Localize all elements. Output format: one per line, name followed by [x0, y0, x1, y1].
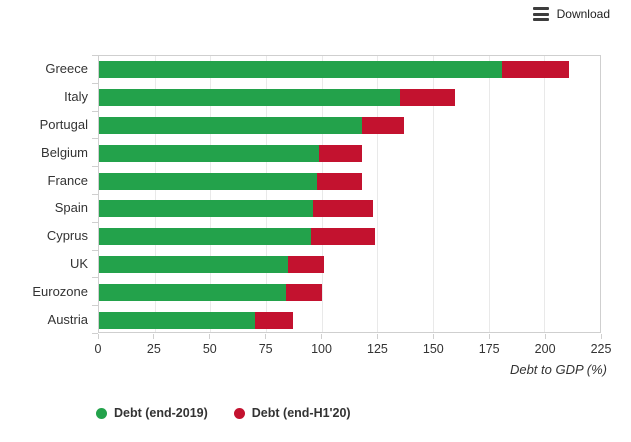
bar-segment-end-2019[interactable] — [99, 61, 503, 79]
category-axis-tick — [92, 249, 98, 251]
gridline — [377, 56, 379, 332]
category-label: France — [47, 172, 88, 188]
legend-label: Debt (end-H1'20) — [251, 406, 351, 420]
x-axis-title: Debt to GDP (%) — [509, 362, 607, 377]
bar-segment-end-h1-20[interactable] — [399, 89, 456, 107]
download-label: Download — [556, 7, 610, 21]
hamburger-menu-icon — [532, 7, 549, 21]
legend-item[interactable]: Debt (end-H1'20) — [233, 406, 351, 420]
x-axis-tick-label: 175 — [478, 342, 500, 356]
category-axis-tick — [92, 82, 98, 84]
category-axis-tick — [92, 277, 98, 279]
x-axis-tick — [376, 334, 378, 339]
bar-segment-end-2019[interactable] — [99, 283, 287, 301]
legend-marker-icon — [96, 407, 107, 419]
bar-row — [99, 84, 600, 112]
bar-segment-end-h1-20[interactable] — [319, 144, 362, 162]
bar-segment-end-h1-20[interactable] — [254, 311, 293, 329]
plot-area — [98, 55, 601, 333]
x-axis-tick — [209, 334, 211, 339]
bar-segment-end-h1-20[interactable] — [312, 200, 373, 218]
category-label: Eurozone — [32, 283, 88, 299]
category-axis-tick — [92, 110, 98, 112]
bar-segment-end-2019[interactable] — [99, 228, 311, 246]
bar-segment-end-2019[interactable] — [99, 116, 362, 134]
gridline — [488, 56, 490, 332]
bar-segment-end-h1-20[interactable] — [361, 116, 405, 134]
x-axis-tick — [488, 334, 490, 339]
category-axis-tick — [92, 166, 98, 168]
category-label: Cyprus — [46, 228, 88, 244]
bar-row — [99, 112, 600, 140]
legend-marker-icon — [233, 407, 245, 419]
x-axis-tick-label: 100 — [311, 342, 332, 356]
bar-segment-end-2019[interactable] — [99, 200, 313, 218]
gridline — [154, 56, 156, 332]
bar-segment-end-2019[interactable] — [99, 89, 400, 107]
category-axis-tick — [92, 333, 98, 334]
category-label: Portugal — [39, 116, 88, 132]
bar-segment-end-h1-20[interactable] — [502, 61, 569, 79]
category-axis-tick — [92, 194, 98, 195]
category-axis-tick — [92, 221, 98, 223]
x-axis-tick — [265, 334, 267, 339]
x-axis-tick-label: 75 — [258, 342, 273, 356]
x-axis-tick-label: 125 — [367, 342, 388, 356]
bar-segment-end-h1-20[interactable] — [288, 255, 324, 273]
category-axis-tick — [92, 55, 98, 56]
x-axis-tick-label: 150 — [422, 342, 444, 356]
category-label: Belgium — [41, 144, 88, 160]
x-axis-tick-label: 200 — [534, 342, 556, 356]
bar-row — [99, 251, 600, 279]
x-axis-tick — [544, 334, 546, 339]
x-axis-tick-label: 225 — [590, 342, 612, 356]
legend: Debt (end-2019) Debt (end-H1'20) — [96, 406, 351, 420]
bar-row — [99, 195, 600, 223]
bar-segment-end-h1-20[interactable] — [310, 228, 376, 246]
category-axis-tick — [92, 138, 98, 140]
bar-segment-end-2019[interactable] — [99, 255, 289, 273]
category-label: UK — [69, 255, 88, 271]
gridline — [433, 56, 434, 332]
x-axis-tick — [600, 334, 602, 339]
x-axis-tick — [432, 334, 434, 339]
bar-row — [99, 306, 600, 334]
bar-row — [99, 278, 600, 306]
legend-item[interactable]: Debt (end-2019) — [96, 406, 208, 420]
category-label: Greece — [45, 61, 88, 77]
x-axis-tick-label: 25 — [146, 342, 161, 356]
bar-row — [99, 223, 600, 251]
bar-segment-end-2019[interactable] — [99, 311, 255, 329]
bar-segment-end-2019[interactable] — [99, 172, 318, 190]
category-label: Italy — [64, 89, 88, 105]
gridline — [321, 56, 323, 332]
x-axis-tick-label: 0 — [94, 342, 102, 356]
bar-segment-end-h1-20[interactable] — [286, 283, 322, 301]
gridline — [210, 56, 212, 332]
x-axis-tick — [153, 334, 155, 339]
download-button[interactable]: Download — [532, 7, 610, 21]
bar-segment-end-2019[interactable] — [99, 144, 320, 162]
bar-row — [99, 167, 600, 195]
gridline — [266, 56, 267, 332]
x-axis-tick — [97, 334, 99, 339]
bar-row — [99, 56, 600, 84]
gridline — [544, 56, 546, 332]
bar-row — [99, 139, 600, 167]
x-axis-tick-label: 50 — [202, 342, 217, 356]
category-axis-tick — [92, 305, 98, 307]
category-label: Spain — [54, 200, 88, 216]
legend-label: Debt (end-2019) — [114, 406, 208, 420]
bar-segment-end-h1-20[interactable] — [317, 172, 362, 190]
x-axis-tick — [321, 334, 323, 339]
category-label: Austria — [47, 311, 88, 327]
